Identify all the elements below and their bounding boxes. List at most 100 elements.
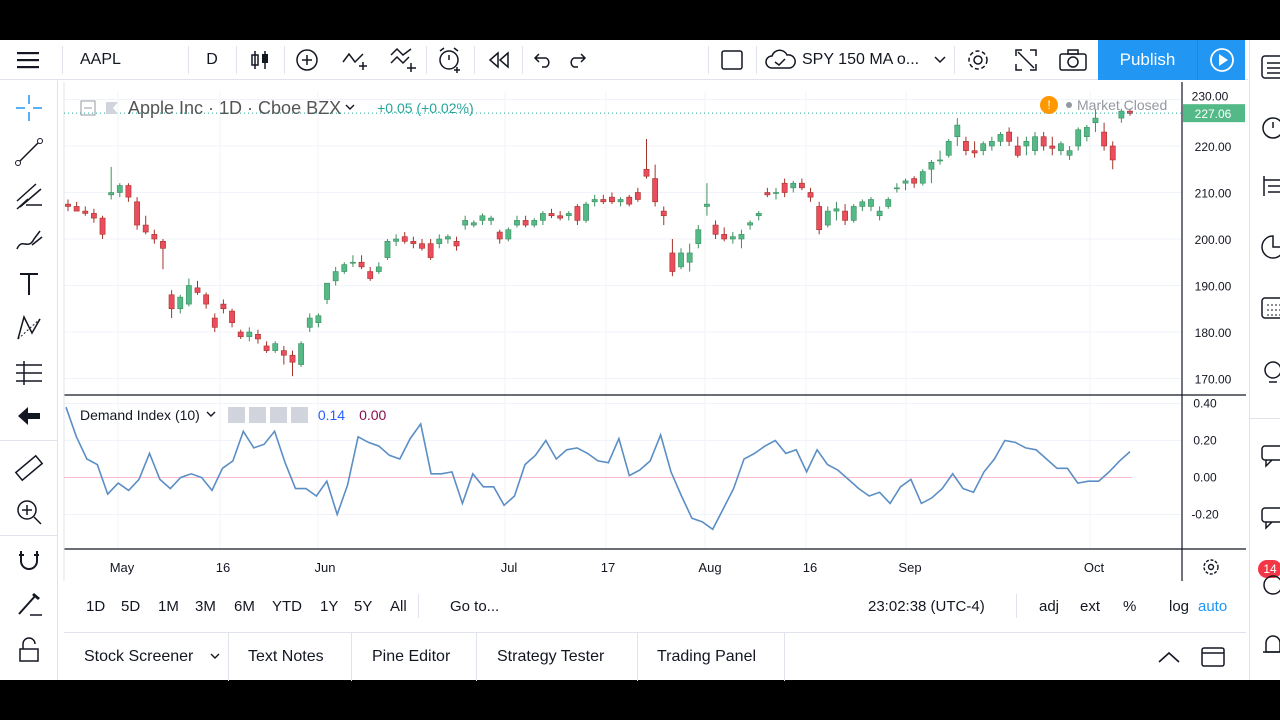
alert-icon[interactable] [430,40,470,80]
undo-icon[interactable] [526,40,560,80]
chat-icon[interactable] [1258,440,1280,470]
range-button-1m[interactable]: 1M [158,597,179,615]
time-axis-label: 16 [216,560,230,575]
publish-button[interactable]: Publish [1098,40,1197,80]
range-button-5d[interactable]: 5D [121,597,141,615]
symbol-title[interactable]: Apple Inc · 1D · Cboe BZX [128,97,342,118]
range-button-5y[interactable]: 5Y [354,597,373,615]
save-layout-dropdown[interactable]: SPY 150 MA o... [760,40,952,80]
calendar-icon[interactable] [1258,292,1280,322]
stay-drawing-icon[interactable] [9,584,49,624]
candle-body [1083,127,1090,138]
compare-add-icon[interactable] [288,40,326,80]
time-axis-label: 16 [803,560,817,575]
streams-icon[interactable] [1258,570,1280,600]
camera-icon[interactable] [1052,40,1094,80]
notification-badge[interactable]: 14 [1258,560,1280,578]
settings-gear-icon[interactable] [958,40,998,80]
candle-body [298,343,305,365]
candle-body [1040,136,1047,147]
alarm-clock-icon[interactable] [1258,112,1280,142]
chevron-down-icon[interactable] [210,653,220,661]
watchlist-icon[interactable] [1258,52,1280,82]
candle-body [237,331,244,337]
interval-button[interactable]: D [192,40,232,80]
warning-icon[interactable]: ! [1040,96,1058,114]
scale-option-log[interactable]: log [1169,597,1190,615]
range-button-all[interactable]: All [390,597,407,615]
goto-button[interactable]: Go to... [450,597,500,615]
messages-icon[interactable] [1258,502,1280,532]
crosshair-icon[interactable] [9,88,49,128]
candle-body [108,192,115,196]
candle-body [185,285,192,305]
scale-option-adj[interactable]: adj [1039,597,1060,615]
indicator-name[interactable]: Demand Index (10) [80,407,200,423]
axis-settings-icon[interactable] [1203,559,1219,575]
scale-option-ext[interactable]: ext [1080,597,1101,615]
templates-icon[interactable] [384,40,422,80]
tab-pine-editor[interactable]: Pine Editor [372,633,450,681]
layout-icon[interactable] [712,40,752,80]
zoom-in-icon[interactable] [9,492,49,532]
price-axis-label: 170.00 [1195,373,1232,387]
range-button-3m[interactable]: 3M [195,597,216,615]
clock-time[interactable]: 23:02:38 (UTC-4) [868,597,985,615]
candle-body [229,310,235,324]
eye-icon[interactable] [227,407,245,423]
chevron-up-icon[interactable] [1157,650,1181,664]
scale-option-auto[interactable]: auto [1198,597,1228,615]
candle-body [445,236,451,240]
ruler-icon[interactable] [9,448,49,488]
close-icon[interactable] [290,407,308,423]
back-arrow-icon[interactable] [9,396,49,436]
text-icon[interactable] [9,264,49,304]
chart-area[interactable]: 230.00220.00210.00200.00190.00180.00170.… [0,40,1248,588]
data-window-icon[interactable] [1258,172,1280,202]
drawing-toolbar [0,80,58,680]
replay-icon[interactable] [478,40,520,80]
indicator-legend: Demand Index (10) 0.14 0.00 [80,404,386,426]
candle-body [306,317,313,328]
chevron-down-icon [206,411,216,417]
range-button-6m[interactable]: 6M [234,597,255,615]
lock-icon[interactable] [9,628,49,668]
range-button-1y[interactable]: 1Y [320,597,339,615]
settings-icon[interactable] [248,407,266,423]
pitchfork-icon[interactable] [9,176,49,216]
indicators-icon[interactable] [336,40,374,80]
tab-stock-screener[interactable]: Stock Screener [84,633,193,681]
tab-text-notes[interactable]: Text Notes [248,633,324,681]
symbol-legend: Apple Inc · 1D · Cboe BZX +0.05 (+0.02%) [80,96,474,120]
divider [756,46,757,74]
maximize-panel-icon[interactable] [1201,647,1225,667]
brush-icon[interactable] [9,220,49,260]
candle-body [168,294,175,310]
hotlist-icon[interactable] [1258,232,1280,262]
magnet-icon[interactable] [9,540,49,580]
fullscreen-icon[interactable] [1006,40,1046,80]
scale-option-percent[interactable]: % [1123,597,1137,615]
flag-icon[interactable] [106,101,120,115]
tradingview-app: AAPL D [0,40,1280,681]
collapse-icon[interactable] [80,100,96,116]
symbol-search-button[interactable]: AAPL [66,40,186,80]
replay-play-button[interactable] [1197,40,1245,80]
candle-body [1058,143,1064,151]
tab-trading-panel[interactable]: Trading Panel [657,633,756,681]
candle-body [755,213,762,217]
candle-body [1023,141,1030,147]
trend-line-icon[interactable] [9,132,49,172]
range-button-ytd[interactable]: YTD [272,597,302,615]
ideas-icon[interactable] [1258,358,1280,388]
candle-body [401,236,408,242]
notifications-icon[interactable] [1258,630,1280,660]
pattern-icon[interactable] [9,308,49,348]
range-button-1d[interactable]: 1D [86,597,106,615]
source-code-icon[interactable] [269,407,287,423]
tab-strategy-tester[interactable]: Strategy Tester [497,633,604,681]
measure-lines-icon[interactable] [9,352,49,392]
redo-icon[interactable] [560,40,594,80]
candles-icon[interactable] [240,40,280,80]
menu-icon[interactable] [8,40,48,80]
